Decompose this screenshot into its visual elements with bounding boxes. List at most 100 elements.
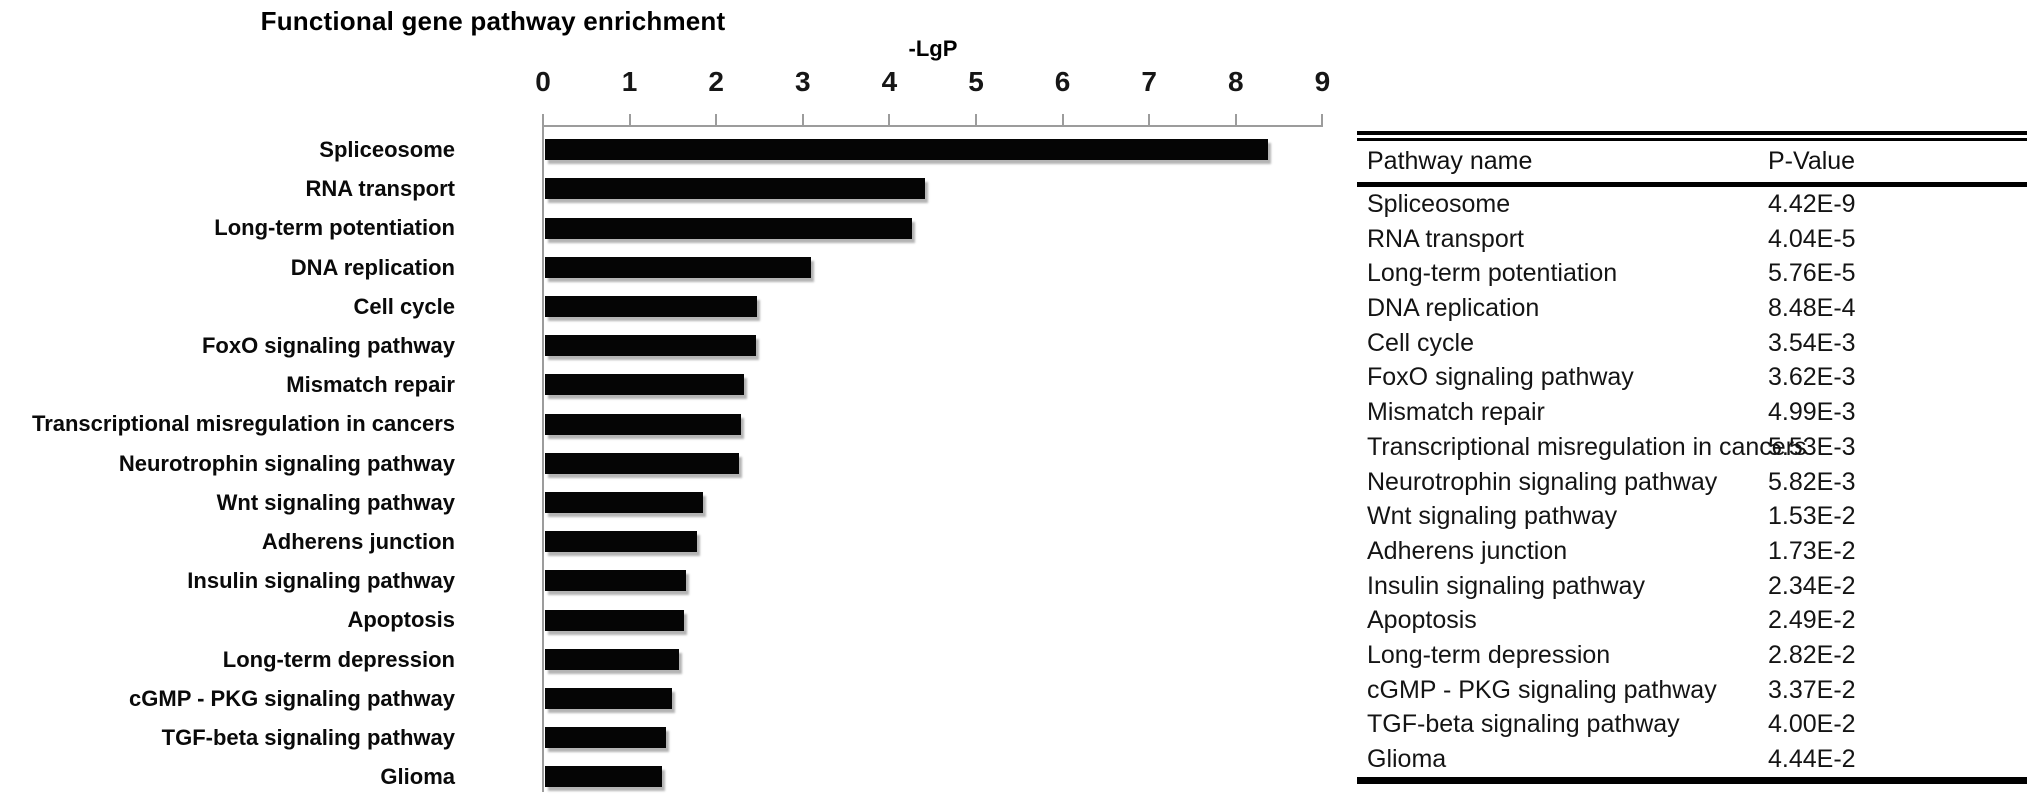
table-row: Neurotrophin signaling pathway 5.82E-3: [1357, 465, 2027, 500]
table-row: Apoptosis 2.49E-2: [1357, 603, 2027, 638]
category-label: Insulin signaling pathway: [187, 568, 455, 594]
bar: [545, 178, 926, 200]
pathway-cell: Mismatch repair: [1367, 398, 1545, 427]
x-tick-mark: [1061, 114, 1064, 125]
table-header-pvalue: P-Value: [1768, 147, 1856, 175]
category-label: Mismatch repair: [286, 372, 455, 398]
x-tick-label: 7: [1141, 66, 1157, 97]
pathway-cell: Long-term depression: [1367, 640, 1611, 669]
table-bottom-rule: [1357, 776, 2027, 784]
table-row: RNA transport 4.04E-5: [1357, 222, 2027, 257]
x-tick-mark: [1321, 114, 1324, 125]
bar: [545, 648, 680, 670]
x-tick-label: 0: [535, 66, 551, 97]
table-row: Mismatch repair 4.99E-3: [1357, 395, 2027, 430]
pathway-cell: Cell cycle: [1367, 328, 1474, 357]
x-tick-label: 3: [795, 66, 811, 97]
pvalue-cell: 4.44E-2: [1768, 745, 1856, 773]
x-tick-label: 6: [1054, 66, 1071, 97]
table-row: Long-term potentiation 5.76E-5: [1357, 256, 2027, 291]
x-tick-mark: [975, 114, 977, 125]
table-row: FoxO signaling pathway 3.62E-3: [1357, 360, 2027, 395]
x-tick-mark: [801, 114, 804, 125]
table-row: TGF-beta signaling pathway 4.00E-2: [1357, 707, 2027, 742]
y-axis-line: [542, 125, 544, 792]
pvalue-cell: 4.00E-2: [1768, 710, 1856, 739]
pathway-cell: Neurotrophin signaling pathway: [1367, 467, 1718, 496]
pvalue-cell: 4.42E-9: [1768, 190, 1856, 218]
table-row: DNA replication 8.48E-4: [1357, 291, 2027, 326]
x-tick-label: 9: [1314, 66, 1331, 97]
category-label: DNA replication: [290, 254, 455, 280]
table-row: Transcriptional misregulation in cancers…: [1357, 430, 2027, 465]
table-header-pathway: Pathway name: [1367, 147, 1533, 175]
pathway-cell: RNA transport: [1367, 224, 1525, 253]
category-label: RNA transport: [305, 176, 455, 202]
category-label: Long-term potentiation: [214, 215, 455, 241]
pvalue-cell: 5.82E-3: [1768, 467, 1856, 496]
category-label: TGF-beta signaling pathway: [161, 725, 455, 750]
pvalue-cell: 8.48E-4: [1768, 294, 1856, 323]
table-top-rule-outer: [1357, 131, 2027, 135]
pvalue-cell: 2.82E-2: [1768, 640, 1856, 669]
category-label: Neurotrophin signaling pathway: [118, 450, 455, 476]
bar: [545, 139, 1269, 161]
table-top-rule-inner: [1357, 138, 2027, 141]
category-label: FoxO signaling pathway: [201, 333, 455, 358]
bar: [545, 687, 673, 709]
bar: [545, 570, 687, 592]
category-label: Cell cycle: [353, 293, 455, 319]
table-body: Spliceosome 4.42E-9 RNA transport 4.04E-5 Lo…: [1357, 187, 2027, 777]
table-row: Adherens junction 1.73E-2: [1357, 534, 2027, 569]
x-tick-mark: [542, 114, 544, 125]
x-axis-label: -LgP: [908, 36, 958, 61]
x-tick-mark: [715, 114, 718, 125]
pvalue-cell: 3.62E-3: [1768, 363, 1856, 392]
pathway-cell: Adherens junction: [1367, 536, 1568, 565]
pathway-cell: Apoptosis: [1367, 606, 1477, 635]
category-label: Transcriptional misregulation in cancers: [31, 411, 455, 437]
x-tick-mark: [1148, 114, 1151, 125]
x-tick-mark: [888, 114, 891, 125]
table-header-rule: [1357, 182, 2027, 187]
x-tick-label: 2: [708, 66, 724, 97]
bar: [545, 531, 698, 553]
table-row: Spliceosome 4.42E-9: [1357, 187, 2027, 222]
x-tick-label: 1: [621, 66, 638, 97]
x-tick-mark: [1234, 114, 1237, 125]
pvalue-table: Pathway name P-Value Spliceosome 4.42E-9 R…: [1357, 131, 2027, 784]
table-row: Glioma 4.44E-2: [1357, 742, 2027, 777]
pathway-cell: Long-term potentiation: [1367, 259, 1618, 288]
x-axis-line: [543, 125, 1323, 127]
bar: [545, 217, 913, 239]
x-tick-label: 5: [968, 66, 984, 97]
x-tick-mark: [628, 114, 631, 125]
pathway-cell: TGF-beta signaling pathway: [1367, 710, 1680, 739]
bar: [545, 727, 667, 749]
table-row: Wnt signaling pathway 1.53E-2: [1357, 499, 2027, 534]
bar: [545, 335, 757, 357]
pvalue-cell: 5.76E-5: [1768, 259, 1856, 288]
pathway-cell: DNA replication: [1367, 294, 1540, 323]
pvalue-cell: 2.34E-2: [1768, 571, 1856, 600]
pathway-cell: FoxO signaling pathway: [1367, 363, 1634, 392]
pathway-cell: cGMP - PKG signaling pathway: [1367, 675, 1717, 704]
x-tick-label: 4: [881, 66, 898, 97]
category-label: Wnt signaling pathway: [216, 489, 455, 515]
pvalue-cell: 3.54E-3: [1768, 328, 1856, 357]
bar: [545, 413, 741, 435]
category-label: Glioma: [380, 764, 455, 790]
pvalue-cell: 4.04E-5: [1768, 224, 1856, 253]
category-label: Long-term depression: [222, 646, 455, 672]
pvalue-cell: 5.53E-3: [1768, 432, 1856, 461]
category-label: Spliceosome: [319, 137, 455, 162]
table-row: Cell cycle 3.54E-3: [1357, 326, 2027, 361]
x-tick-label: 8: [1228, 66, 1244, 97]
pvalue-cell: 1.73E-2: [1768, 536, 1856, 565]
pvalue-cell: 3.37E-2: [1768, 675, 1856, 704]
pathway-cell: Transcriptional misregulation in cancers: [1367, 432, 1807, 461]
pathway-cell: Spliceosome: [1367, 190, 1511, 218]
bar: [545, 491, 703, 513]
bar: [545, 295, 758, 317]
bar: [545, 452, 739, 474]
